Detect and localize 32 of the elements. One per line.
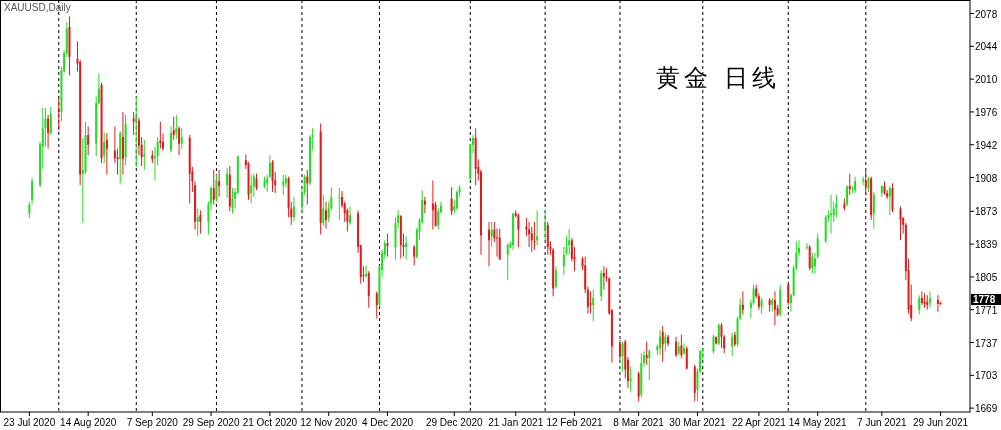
y-tick-label: 2078 <box>975 8 998 20</box>
x-tick-label: 21 Oct 2020 <box>242 417 298 428</box>
price-tag: 1778 <box>971 293 1001 305</box>
y-tick-label: 1669 <box>975 403 998 415</box>
y-tick-label: 1908 <box>975 172 998 184</box>
y-tick-label: 1771 <box>975 304 998 316</box>
x-tick-label: 21 Jan 2021 <box>488 417 544 428</box>
y-tick-label: 1737 <box>975 337 998 349</box>
y-tick-label: 1942 <box>975 139 998 151</box>
text: 黄金 日线 <box>656 64 780 92</box>
y-tick-label: 1703 <box>975 370 998 382</box>
x-tick-label: 30 Mar 2021 <box>669 417 726 428</box>
x-tick-label: 8 Mar 2021 <box>613 417 665 428</box>
x-tick-label: 22 Apr 2021 <box>731 417 787 428</box>
x-tick-label: 4 Dec 2020 <box>361 417 414 428</box>
y-tick-label: 1839 <box>975 239 998 251</box>
y-tick-label: 2044 <box>975 41 998 53</box>
x-tick-label: 12 Feb 2021 <box>546 417 604 428</box>
y-tick-label: 1873 <box>975 206 998 218</box>
x-tick-label: 14 Aug 2020 <box>60 417 117 428</box>
x-tick-label: 12 Nov 2020 <box>300 417 358 428</box>
x-tick-label: 29 Jun 2021 <box>913 417 969 428</box>
y-tick-label: 2010 <box>975 74 998 86</box>
y-tick-label: 1976 <box>975 106 998 118</box>
chart-subtitle: XAUUSD,Daily <box>4 2 71 13</box>
y-tick-label: 1805 <box>975 271 998 283</box>
x-tick-label: 23 Jul 2020 <box>3 417 56 428</box>
x-tick-label: 29 Sep 2020 <box>182 417 240 428</box>
x-tick-label: 7 Jun 2021 <box>857 417 907 428</box>
x-tick-label: 7 Sep 2020 <box>126 417 179 428</box>
x-tick-label: 29 Dec 2020 <box>425 417 484 428</box>
x-tick-label: 14 May 2021 <box>788 417 848 428</box>
